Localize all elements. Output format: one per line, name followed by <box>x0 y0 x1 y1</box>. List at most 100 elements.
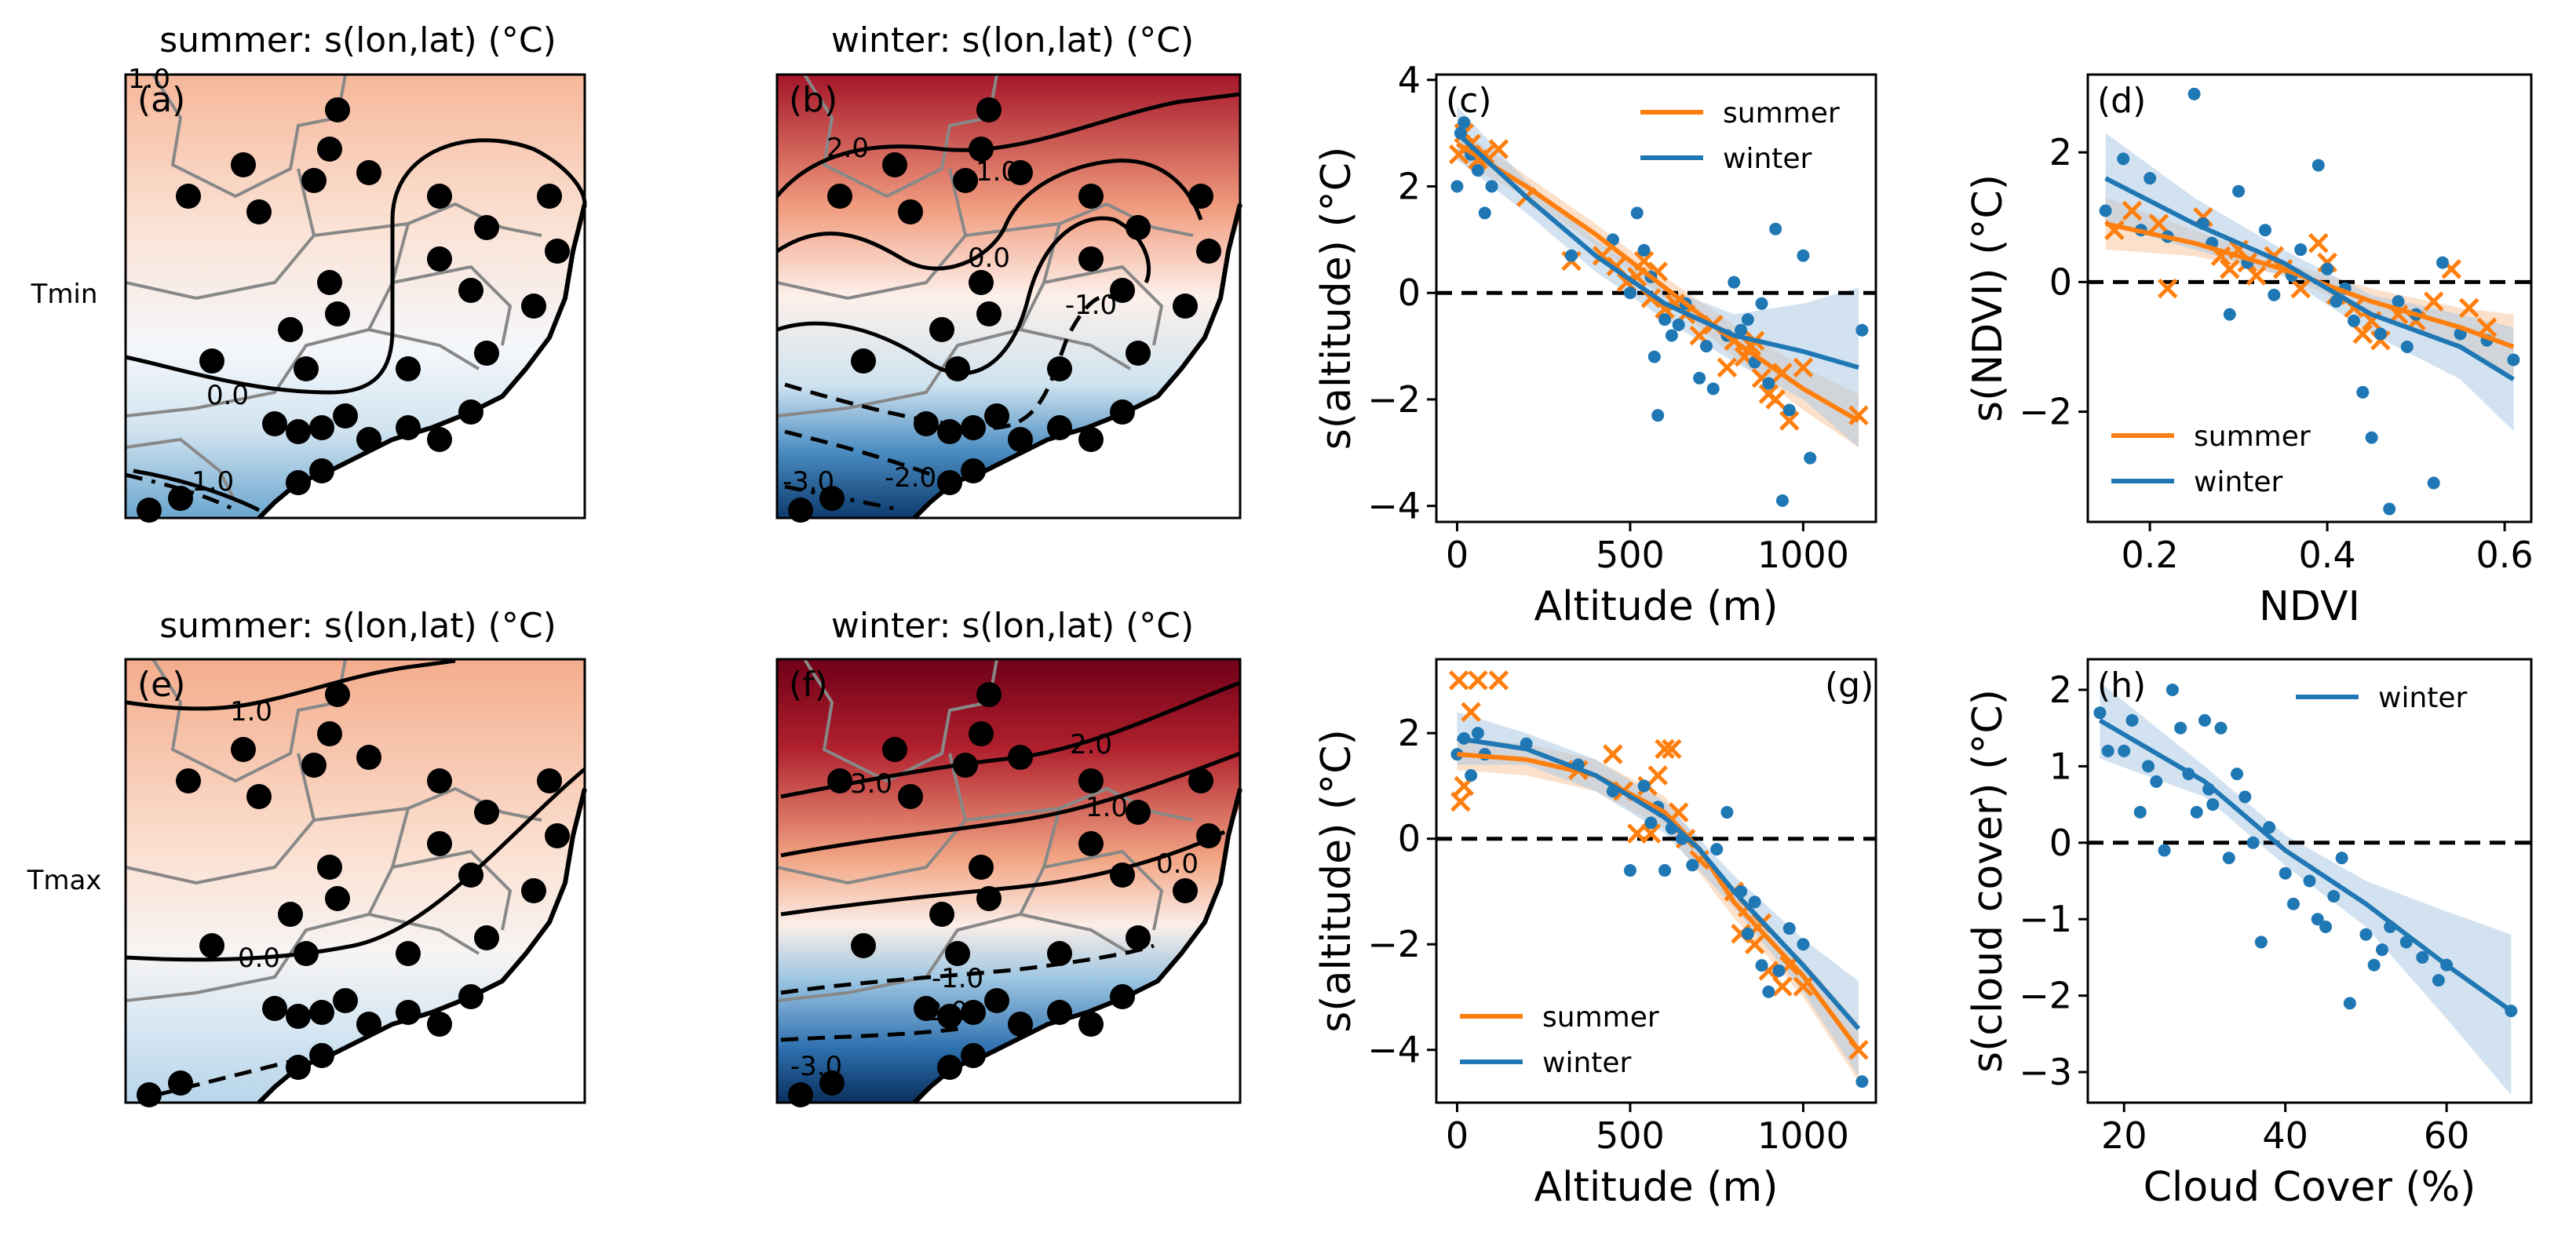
point-d-winter-20 <box>2356 385 2370 399</box>
ytick-label-g-3: 2 <box>1398 712 1421 754</box>
point-d-winter-25 <box>2400 340 2414 353</box>
ytick-label-d-2: 2 <box>2049 131 2072 173</box>
point-d-winter-15 <box>2311 159 2325 172</box>
map-title-e: summer: s(lon,lat) (°C) <box>159 606 556 646</box>
stations-b <box>788 97 1221 523</box>
map-frame-f <box>775 658 1242 1104</box>
point-g-winter-19 <box>1741 927 1754 940</box>
contour-lines-e <box>125 658 586 962</box>
point-d-summer-3 <box>2157 278 2178 299</box>
stations-a <box>137 97 570 523</box>
ylabel-h: s(cloud cover) (°C) <box>1965 689 2012 1073</box>
panel-letter-g: (g) <box>1825 666 1874 706</box>
fit-line-h-winter <box>2098 718 2513 1013</box>
contour-dashdot-b <box>784 484 903 512</box>
xtick-label-g-2: 1000 <box>1757 1114 1849 1157</box>
point-h-winter-14 <box>2206 798 2220 811</box>
point-d-winter-14 <box>2294 243 2308 257</box>
point-h-winter-8 <box>2166 683 2179 696</box>
ytick-label-h-2: −1 <box>2019 898 2072 940</box>
panel-letter-h: (h) <box>2097 666 2146 706</box>
point-g-winter-17 <box>1720 806 1734 819</box>
point-g-winter-8 <box>1623 864 1636 877</box>
point-h-winter-32 <box>2375 943 2388 957</box>
xlabel-h: Cloud Cover (%) <box>2144 1164 2476 1211</box>
point-h-winter-29 <box>2343 997 2356 1010</box>
point-c-winter-0 <box>1450 180 1464 193</box>
chart-panel-c: 0 500 1000 −4 −2 0 2 4 Altitude (m) s(altitude) (… <box>1313 59 1877 630</box>
panel-letter-c: (c) <box>1446 81 1492 121</box>
point-d-winter-23 <box>2383 502 2396 516</box>
panel-letter-d: (d) <box>2097 81 2146 121</box>
xtick-label-g-0: 0 <box>1446 1114 1469 1157</box>
map-title-b: winter: s(lon,lat) (°C) <box>831 20 1194 60</box>
contour-label-f-4: 0.0 <box>1156 848 1199 880</box>
point-c-winter-9 <box>1623 286 1636 300</box>
fit-line-d-winter <box>2104 176 2515 381</box>
panel-letter-a: (a) <box>137 80 185 120</box>
contour-label-f-6: -2.0 <box>916 996 968 1027</box>
point-d-winter-12 <box>2268 288 2281 301</box>
point-h-winter-18 <box>2238 790 2252 804</box>
point-h-winter-27 <box>2327 889 2341 903</box>
map-panel-a: summer: s(lon,lat) (°C) 1.0 0.0 -1.0 (a) <box>124 20 587 523</box>
point-g-winter-22 <box>1762 985 1775 998</box>
point-g-summer-13 <box>1655 739 1675 760</box>
legend-label-c-winter: winter <box>1723 143 1812 175</box>
map-panel-f: winter: s(lon,lat) (°C) 3.0 2.0 1.0 0.0 … <box>775 606 1242 1107</box>
point-c-winter-31 <box>1782 403 1796 417</box>
panel-letter-b: (b) <box>789 80 837 120</box>
xtick-label-h-0: 20 <box>2101 1114 2147 1157</box>
point-c-summer-30 <box>1793 357 1814 377</box>
state-lines-a <box>125 73 542 503</box>
point-c-winter-34 <box>1855 323 1869 337</box>
map-panel-b: winter: s(lon,lat) (°C) 2.0 1.0 0.0 -1.0… <box>775 20 1242 523</box>
point-c-summer-27 <box>1765 389 1786 410</box>
chart-panel-d: 0.2 0.4 0.6 −2 0 2 NDVI s(NDVI) (°C) (d) summer wi… <box>1965 73 2534 630</box>
legend-label-g-summer: summer <box>1542 1001 1659 1034</box>
contour-label-f-3: 1.0 <box>1085 792 1128 823</box>
point-c-summer-29 <box>1779 410 1800 431</box>
map-frame-e <box>124 658 586 1104</box>
point-g-summer-3 <box>1461 702 1481 723</box>
legend-label-d-summer: summer <box>2194 421 2311 453</box>
point-g-summer-12 <box>1647 765 1668 786</box>
ytick-label-c-2: 0 <box>1398 272 1421 314</box>
state-lines-e <box>125 658 542 1002</box>
point-d-summer-12 <box>2290 278 2311 299</box>
contour-label-e-2: 0.0 <box>238 943 280 974</box>
point-c-winter-14 <box>1651 409 1665 422</box>
point-d-summer-9 <box>2246 265 2267 286</box>
contour-label-b-2: 1.0 <box>976 156 1018 188</box>
xtick-label-h-2: 60 <box>2424 1114 2470 1157</box>
ytick-label-g-0: −4 <box>1367 1029 1421 1071</box>
ytick-label-d-1: 0 <box>2049 261 2072 303</box>
chart-panel-h: 20 40 60 −3 −2 −1 0 1 2 Cloud Cover (%) s(cloud co… <box>1965 658 2533 1211</box>
point-c-winter-21 <box>1706 382 1720 396</box>
point-g-winter-12 <box>1658 864 1672 877</box>
point-g-winter-9 <box>1637 779 1651 793</box>
point-c-winter-5 <box>1478 206 1491 220</box>
ytick-label-g-2: 0 <box>1398 818 1421 860</box>
point-c-winter-27 <box>1755 297 1768 310</box>
legend-label-h-winter: winter <box>2378 682 2468 714</box>
point-c-winter-32 <box>1797 249 1810 262</box>
point-h-winter-6 <box>2150 775 2163 788</box>
xtick-label-h-1: 40 <box>2262 1114 2308 1157</box>
point-d-winter-3 <box>2144 172 2157 185</box>
contour-lines-a <box>125 138 587 512</box>
point-d-winter-1 <box>2117 152 2130 166</box>
point-g-winter-25 <box>1797 938 1810 951</box>
point-c-winter-6 <box>1485 180 1498 193</box>
point-c-summer-20 <box>1717 357 1738 377</box>
xtick-label-d-2: 0.6 <box>2476 534 2534 576</box>
ytick-label-h-1: −2 <box>2019 975 2072 1017</box>
point-h-winter-15 <box>2214 721 2228 735</box>
point-g-winter-16 <box>1710 843 1724 856</box>
point-d-winter-22 <box>2373 327 2387 341</box>
point-h-winter-5 <box>2142 760 2155 773</box>
xlabel-c: Altitude (m) <box>1534 583 1779 630</box>
point-h-winter-7 <box>2158 844 2171 857</box>
point-c-summer-4 <box>1474 144 1495 165</box>
xtick-label-c-1: 500 <box>1596 534 1665 576</box>
